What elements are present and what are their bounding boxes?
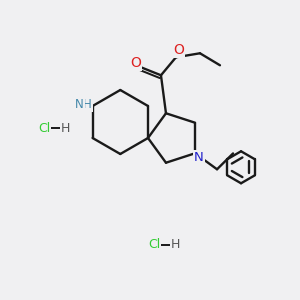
Text: H: H [170,238,180,251]
Text: N: N [194,151,204,164]
Text: Cl: Cl [38,122,50,134]
Text: O: O [173,43,184,57]
Text: H: H [60,122,70,134]
Text: N: N [75,98,84,112]
Text: H: H [83,98,92,112]
Text: O: O [130,56,141,70]
Text: Cl: Cl [148,238,160,251]
